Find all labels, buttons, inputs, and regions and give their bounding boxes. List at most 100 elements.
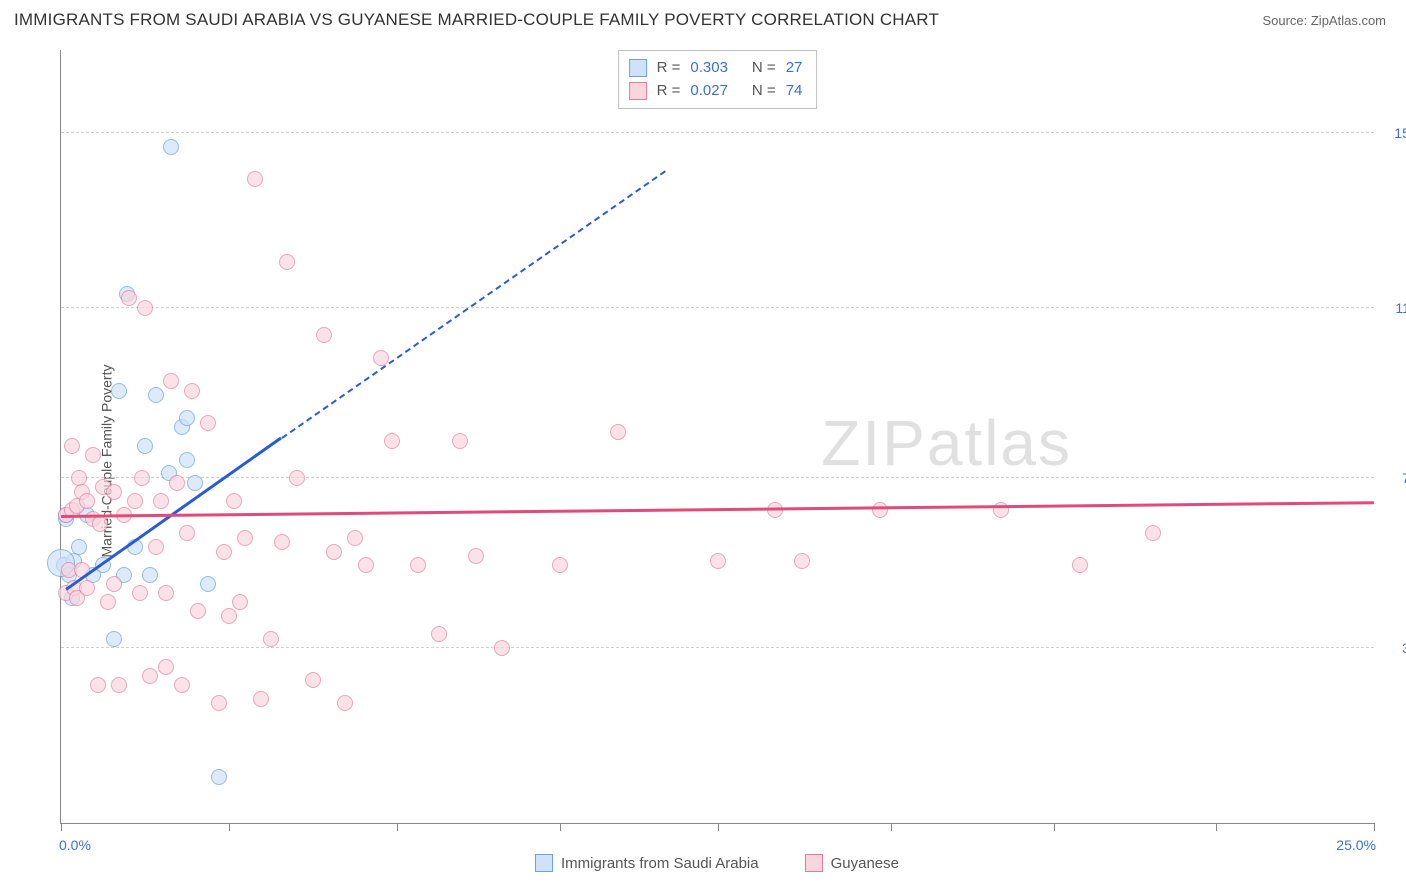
data-point: [79, 580, 95, 596]
data-point: [247, 171, 263, 187]
x-axis-max-label: 25.0%: [1336, 837, 1376, 853]
data-point: [211, 695, 227, 711]
gridline: [61, 132, 1374, 133]
data-point: [148, 539, 164, 555]
x-tick: [891, 823, 892, 831]
y-tick-label: 3.8%: [1380, 640, 1406, 656]
data-point: [184, 383, 200, 399]
legend-swatch: [629, 59, 647, 77]
data-point: [316, 327, 332, 343]
x-tick: [1374, 823, 1375, 831]
data-point: [79, 493, 95, 509]
series-legend-label: Immigrants from Saudi Arabia: [561, 855, 759, 872]
data-point: [158, 659, 174, 675]
data-point: [552, 557, 568, 573]
x-tick: [560, 823, 561, 831]
plot-area: ZIPatlas R = 0.303N = 27R = 0.027N = 74 …: [60, 50, 1374, 824]
data-point: [710, 553, 726, 569]
legend-swatch: [629, 82, 647, 100]
series-legend: Immigrants from Saudi ArabiaGuyanese: [60, 854, 1374, 872]
data-point: [179, 525, 195, 541]
data-point: [71, 539, 87, 555]
legend-r-key: R =: [657, 80, 681, 103]
correlation-legend-row: R = 0.027N = 74: [629, 80, 803, 103]
data-point: [148, 387, 164, 403]
data-point: [410, 557, 426, 573]
data-point: [216, 544, 232, 560]
data-point: [64, 438, 80, 454]
data-point: [190, 603, 206, 619]
data-point: [127, 493, 143, 509]
data-point: [200, 576, 216, 592]
data-point: [153, 493, 169, 509]
data-point: [274, 534, 290, 550]
data-point: [134, 470, 150, 486]
legend-r-key: R =: [657, 57, 681, 80]
data-point: [326, 544, 342, 560]
data-point: [872, 502, 888, 518]
x-tick: [397, 823, 398, 831]
data-point: [158, 585, 174, 601]
legend-swatch: [805, 854, 823, 872]
y-tick-label: 15.0%: [1380, 125, 1406, 141]
legend-n-key: N =: [752, 57, 776, 80]
chart-title: IMMIGRANTS FROM SAUDI ARABIA VS GUYANESE…: [14, 10, 939, 30]
data-point: [163, 139, 179, 155]
legend-n-value: 74: [786, 80, 803, 103]
data-point: [169, 475, 185, 491]
data-point: [132, 585, 148, 601]
y-tick-label: 7.5%: [1380, 470, 1406, 486]
data-point: [253, 691, 269, 707]
data-point: [111, 383, 127, 399]
data-point: [221, 608, 237, 624]
data-point: [100, 594, 116, 610]
data-point: [137, 300, 153, 316]
gridline: [61, 307, 1374, 308]
data-point: [767, 502, 783, 518]
data-point: [358, 557, 374, 573]
watermark: ZIPatlas: [821, 406, 1072, 480]
chart-source: Source: ZipAtlas.com: [1262, 13, 1386, 28]
legend-n-key: N =: [752, 80, 776, 103]
data-point: [794, 553, 810, 569]
data-point: [452, 433, 468, 449]
data-point: [106, 631, 122, 647]
data-point: [305, 672, 321, 688]
x-tick: [718, 823, 719, 831]
data-point: [90, 677, 106, 693]
chart-container: Married-Couple Family Poverty ZIPatlas R…: [14, 40, 1392, 882]
data-point: [384, 433, 400, 449]
x-tick: [229, 823, 230, 831]
data-point: [111, 677, 127, 693]
data-point: [142, 668, 158, 684]
legend-r-value: 0.303: [690, 57, 728, 80]
data-point: [263, 631, 279, 647]
legend-swatch: [535, 854, 553, 872]
data-point: [289, 470, 305, 486]
gridline: [61, 477, 1374, 478]
trend-line-extrapolated: [281, 170, 666, 439]
chart-header: IMMIGRANTS FROM SAUDI ARABIA VS GUYANESE…: [0, 0, 1406, 36]
data-point: [232, 594, 248, 610]
data-point: [179, 452, 195, 468]
data-point: [337, 695, 353, 711]
data-point: [1072, 557, 1088, 573]
data-point: [494, 640, 510, 656]
x-tick: [1216, 823, 1217, 831]
data-point: [174, 677, 190, 693]
data-point: [347, 530, 363, 546]
data-point: [106, 484, 122, 500]
series-legend-item: Immigrants from Saudi Arabia: [535, 854, 759, 872]
legend-n-value: 27: [786, 57, 803, 80]
data-point: [1145, 525, 1161, 541]
correlation-legend-row: R = 0.303 N = 27: [629, 57, 803, 80]
data-point: [85, 447, 101, 463]
y-tick-label: 11.2%: [1380, 300, 1406, 316]
gridline: [61, 647, 1374, 648]
x-axis-min-label: 0.0%: [59, 837, 91, 853]
data-point: [163, 373, 179, 389]
data-point: [200, 415, 216, 431]
data-point: [92, 516, 108, 532]
x-tick: [61, 823, 62, 831]
data-point: [468, 548, 484, 564]
